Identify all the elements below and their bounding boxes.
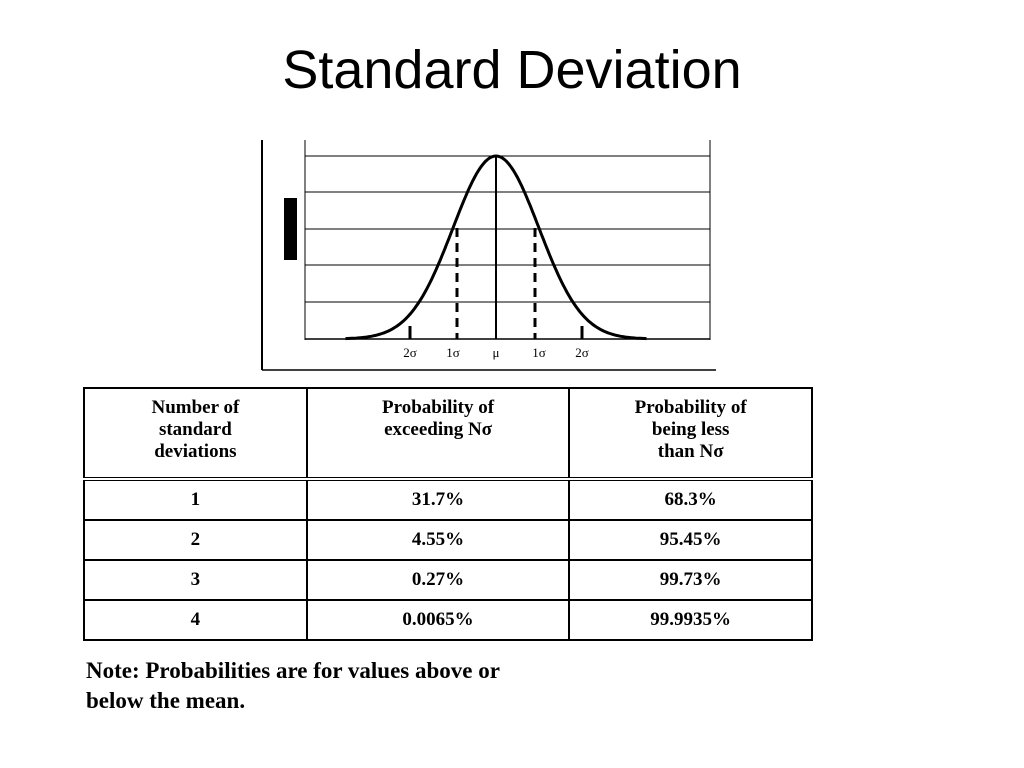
table-header-row: Number of standard deviations Probabilit… xyxy=(83,387,813,481)
tick-label: 1σ xyxy=(532,345,546,360)
header-number-of-std: Number of standard deviations xyxy=(83,387,308,481)
cell-less: 99.9935% xyxy=(568,599,813,641)
note-line-1: Note: Probabilities are for values above… xyxy=(86,658,500,683)
table-row: 3 0.27% 99.73% xyxy=(83,559,813,601)
tick-label: 1σ xyxy=(446,345,460,360)
tick-label: 2σ xyxy=(403,345,417,360)
table-row: 4 0.0065% 99.9935% xyxy=(83,599,813,641)
cell-less: 95.45% xyxy=(568,519,813,561)
axis-marker-bar xyxy=(284,198,297,260)
header-probability-less: Probability of being less than Nσ xyxy=(568,387,813,481)
tick-label: μ xyxy=(493,345,500,360)
table-row: 2 4.55% 95.45% xyxy=(83,519,813,561)
cell-less: 68.3% xyxy=(568,478,813,521)
probability-note: Note: Probabilities are for values above… xyxy=(86,656,846,716)
grid-lines xyxy=(305,155,710,303)
cell-exceeding: 31.7% xyxy=(305,478,571,521)
cell-exceeding: 4.55% xyxy=(305,519,571,561)
tick-label: 2σ xyxy=(575,345,589,360)
cell-n: 3 xyxy=(83,559,308,601)
cell-exceeding: 0.27% xyxy=(305,559,571,601)
probability-table: Number of standard deviations Probabilit… xyxy=(83,387,813,641)
table-row: 1 31.7% 68.3% xyxy=(83,478,813,521)
header-probability-exceeding: Probability of exceeding Nσ xyxy=(305,387,571,481)
note-line-2: below the mean. xyxy=(86,688,246,713)
cell-n: 4 xyxy=(83,599,308,641)
cell-n: 2 xyxy=(83,519,308,561)
slide-title: Standard Deviation xyxy=(282,40,742,100)
cell-n: 1 xyxy=(83,478,308,521)
cell-exceeding: 0.0065% xyxy=(305,599,571,641)
normal-distribution-chart: 2σ 1σ μ 1σ 2σ xyxy=(261,140,716,371)
sigma-markers xyxy=(408,156,584,339)
cell-less: 99.73% xyxy=(568,559,813,601)
tick-labels: 2σ 1σ μ 1σ 2σ xyxy=(403,345,589,360)
